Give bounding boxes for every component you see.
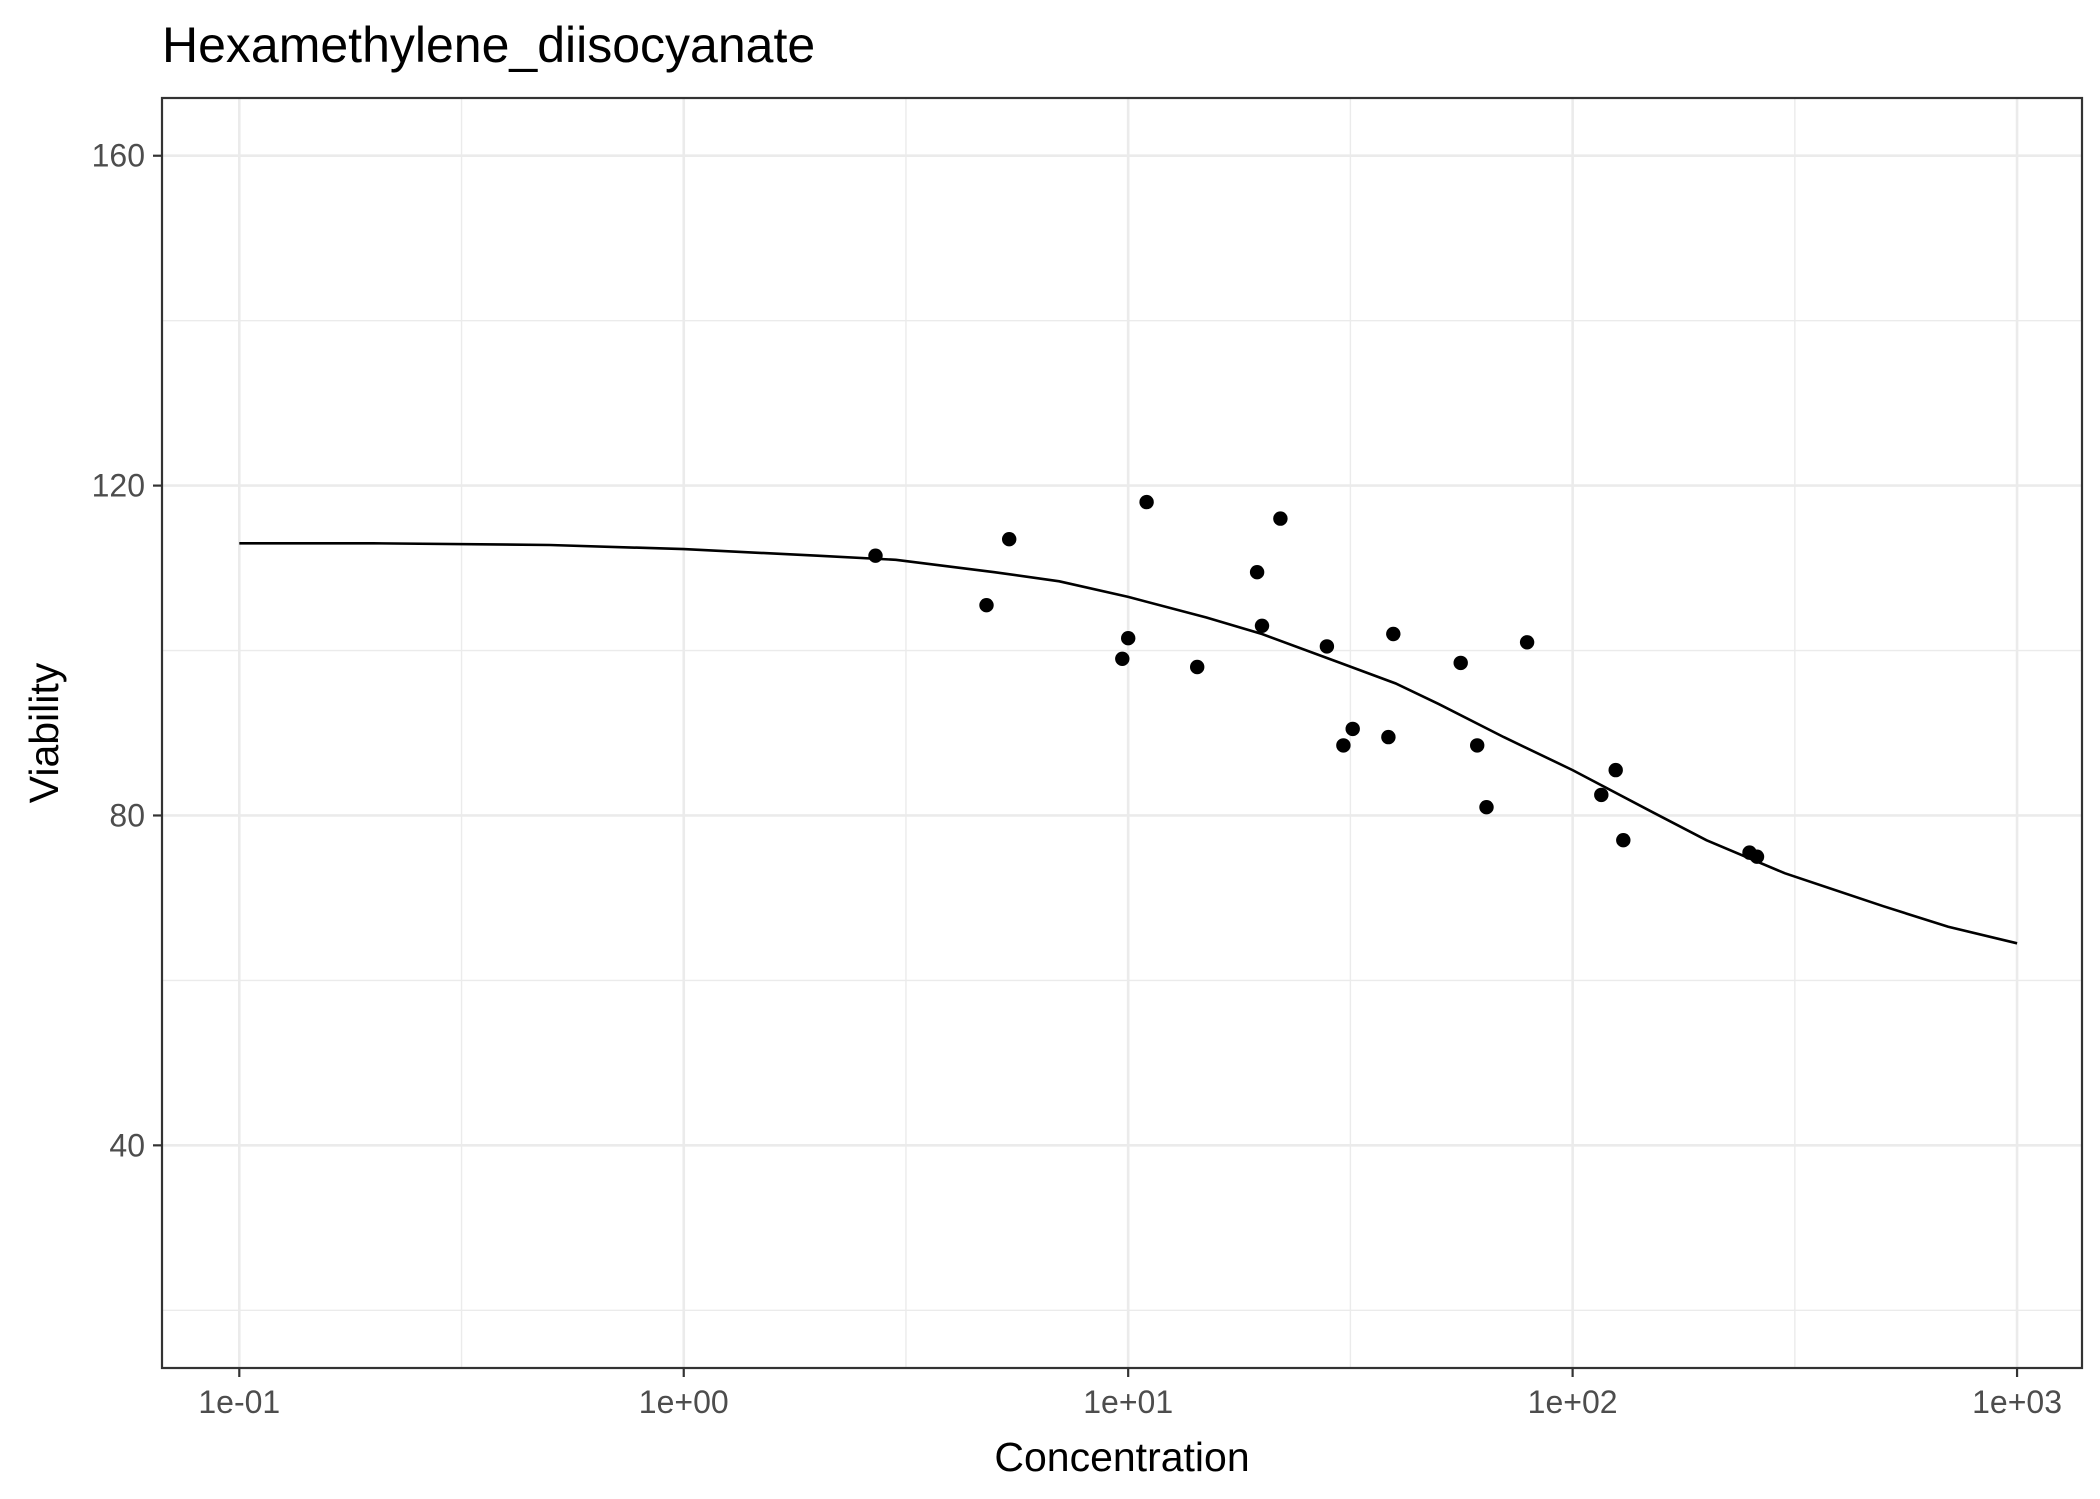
- x-tick-label: 1e+03: [1972, 1384, 2062, 1420]
- x-tick-label: 1e+01: [1083, 1384, 1173, 1420]
- x-tick-label: 1e+00: [639, 1384, 729, 1420]
- data-point: [868, 548, 883, 563]
- data-point: [1319, 639, 1335, 654]
- y-tick-label: 160: [92, 138, 145, 174]
- data-point: [1749, 849, 1765, 864]
- y-tick-label: 120: [92, 468, 145, 504]
- data-point: [1616, 833, 1631, 848]
- chart-title: Hexamethylene_diisocyanate: [162, 17, 815, 73]
- data-point: [1608, 762, 1623, 778]
- data-point: [1453, 655, 1468, 671]
- y-tick-label: 40: [109, 1127, 145, 1163]
- y-axis-title: Viability: [21, 662, 67, 803]
- data-point: [1139, 494, 1154, 510]
- data-point: [1345, 721, 1360, 737]
- data-point: [1479, 800, 1494, 815]
- data-point: [1386, 626, 1401, 642]
- data-point: [1273, 511, 1288, 526]
- data-point: [1190, 659, 1205, 675]
- data-point: [1594, 787, 1609, 803]
- x-tick-label: 1e+02: [1528, 1384, 1618, 1420]
- data-point: [1002, 532, 1017, 547]
- y-axis: 40 80 120 160: [92, 138, 162, 1163]
- data-point: [1381, 729, 1396, 745]
- x-tick-label: 1e-01: [198, 1384, 280, 1420]
- data-point: [1336, 738, 1351, 753]
- x-axis-title: Concentration: [994, 1434, 1249, 1480]
- data-points: [868, 494, 1765, 864]
- data-point: [1254, 618, 1270, 633]
- data-point: [1519, 635, 1535, 650]
- data-point: [1115, 651, 1130, 666]
- data-point: [1121, 631, 1136, 646]
- data-point: [979, 598, 994, 613]
- data-point: [1470, 738, 1485, 753]
- x-axis: 1e-01 1e+00 1e+01 1e+02 1e+03: [198, 1368, 2062, 1420]
- plot-grid: [162, 98, 2082, 1368]
- plot-panel-border: [160, 96, 2084, 1370]
- y-tick-label: 80: [109, 797, 145, 833]
- data-point: [1249, 565, 1265, 580]
